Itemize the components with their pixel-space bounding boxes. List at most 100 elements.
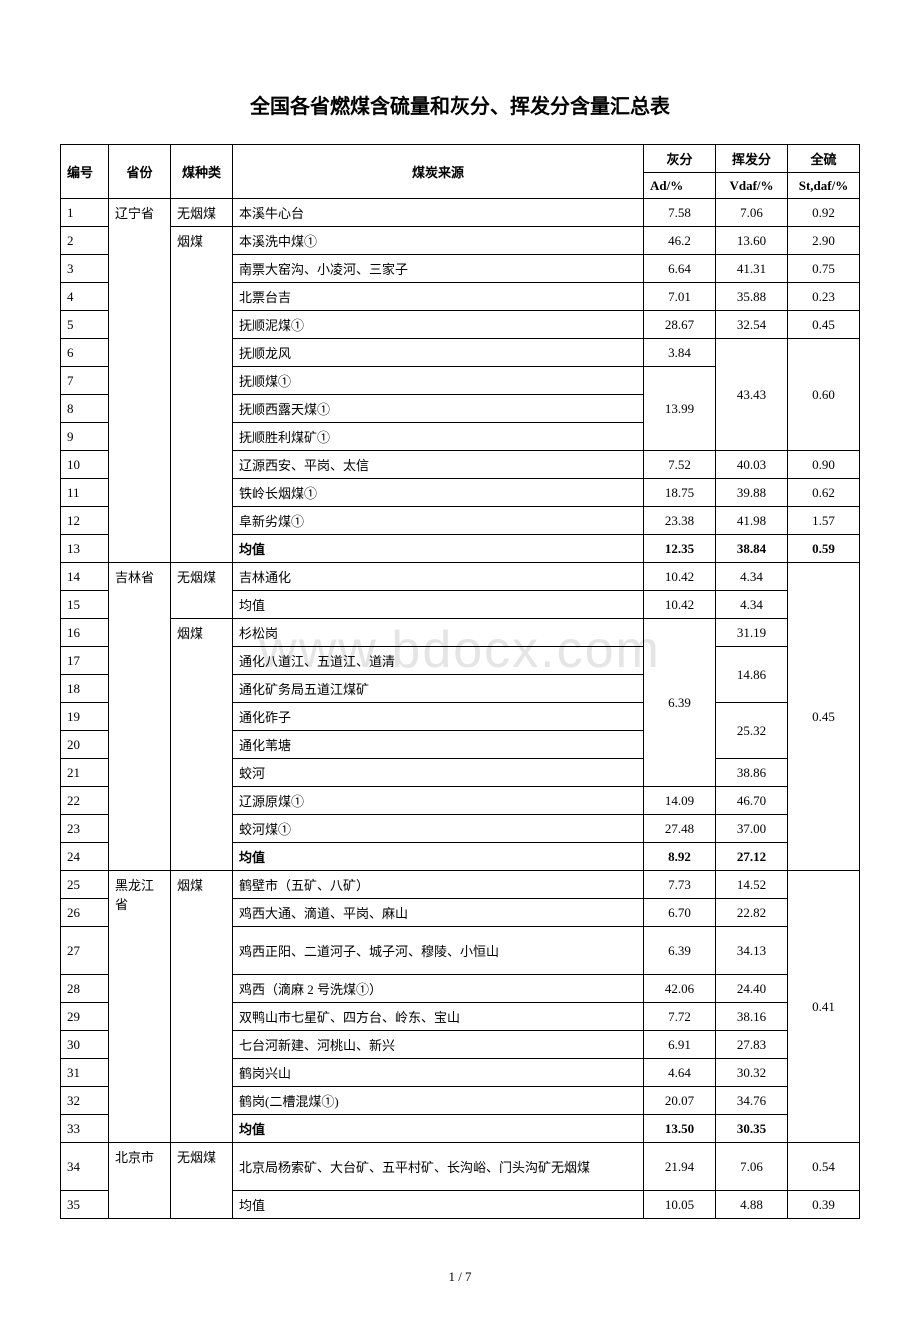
cell-vol: 31.19 (716, 619, 788, 647)
cell-ash: 6.91 (644, 1031, 716, 1059)
cell-vol: 41.31 (716, 255, 788, 283)
cell-sulfur: 0.45 (788, 311, 860, 339)
cell-vol: 24.40 (716, 975, 788, 1003)
cell-type: 烟煤 (171, 227, 233, 563)
cell-num: 14 (61, 563, 109, 591)
cell-num: 31 (61, 1059, 109, 1087)
cell-ash: 7.72 (644, 1003, 716, 1031)
cell-sulfur: 0.41 (788, 871, 860, 1143)
cell-num: 23 (61, 815, 109, 843)
cell-ash: 7.58 (644, 199, 716, 227)
cell-num: 19 (61, 703, 109, 731)
cell-vol: 4.34 (716, 591, 788, 619)
cell-vol: 25.32 (716, 703, 788, 759)
cell-source: 均值 (233, 535, 644, 563)
cell-source: 铁岭长烟煤① (233, 479, 644, 507)
cell-vol: 34.13 (716, 927, 788, 975)
cell-source: 抚顺西露天煤① (233, 395, 644, 423)
cell-source: 七台河新建、河桃山、新兴 (233, 1031, 644, 1059)
cell-source: 辽源西安、平岗、太信 (233, 451, 644, 479)
cell-vol: 30.32 (716, 1059, 788, 1087)
table-row: 14吉林省无烟煤吉林通化10.424.340.45 (61, 563, 860, 591)
cell-num: 25 (61, 871, 109, 899)
cell-num: 35 (61, 1191, 109, 1219)
cell-num: 16 (61, 619, 109, 647)
cell-source: 鸡西大通、滴道、平岗、麻山 (233, 899, 644, 927)
cell-ash: 3.84 (644, 339, 716, 367)
table-row: 34北京市无烟煤北京局杨索矿、大台矿、五平村矿、长沟峪、门头沟矿无烟煤21.94… (61, 1143, 860, 1191)
header-vol: 挥发分 (716, 145, 788, 173)
cell-sulfur: 0.39 (788, 1191, 860, 1219)
header-sulfur-unit: St,daf/% (788, 173, 860, 199)
cell-ash: 6.70 (644, 899, 716, 927)
cell-sulfur: 1.57 (788, 507, 860, 535)
cell-num: 18 (61, 675, 109, 703)
table-row: 25黑龙江省烟煤鹤壁市（五矿、八矿）7.7314.520.41 (61, 871, 860, 899)
cell-source: 鸡西正阳、二道河子、城子河、穆陵、小恒山 (233, 927, 644, 975)
cell-num: 22 (61, 787, 109, 815)
cell-vol: 22.82 (716, 899, 788, 927)
cell-vol: 40.03 (716, 451, 788, 479)
header-type: 煤种类 (171, 145, 233, 199)
page-number: 1 / 7 (448, 1269, 471, 1285)
cell-ash: 13.99 (644, 367, 716, 451)
cell-vol: 14.86 (716, 647, 788, 703)
cell-num: 11 (61, 479, 109, 507)
cell-num: 12 (61, 507, 109, 535)
cell-num: 27 (61, 927, 109, 975)
cell-sulfur: 0.60 (788, 339, 860, 451)
cell-num: 20 (61, 731, 109, 759)
cell-ash: 8.92 (644, 843, 716, 871)
cell-province: 黑龙江省 (109, 871, 171, 1143)
cell-vol: 7.06 (716, 199, 788, 227)
header-ash-unit: Ad/% (644, 173, 716, 199)
cell-vol: 4.34 (716, 563, 788, 591)
cell-vol: 27.83 (716, 1031, 788, 1059)
cell-sulfur: 0.23 (788, 283, 860, 311)
cell-ash: 27.48 (644, 815, 716, 843)
cell-vol: 38.16 (716, 1003, 788, 1031)
cell-vol: 34.76 (716, 1087, 788, 1115)
cell-source: 蛟河煤① (233, 815, 644, 843)
cell-vol: 43.43 (716, 339, 788, 451)
cell-source: 通化八道江、五道江、道清 (233, 647, 644, 675)
cell-vol: 13.60 (716, 227, 788, 255)
cell-num: 13 (61, 535, 109, 563)
cell-source: 北票台吉 (233, 283, 644, 311)
cell-sulfur: 0.59 (788, 535, 860, 563)
cell-num: 33 (61, 1115, 109, 1143)
cell-source: 均值 (233, 1191, 644, 1219)
header-vol-unit: Vdaf/% (716, 173, 788, 199)
cell-province: 辽宁省 (109, 199, 171, 563)
cell-source: 本溪洗中煤① (233, 227, 644, 255)
cell-sulfur: 0.62 (788, 479, 860, 507)
cell-num: 3 (61, 255, 109, 283)
cell-ash: 4.64 (644, 1059, 716, 1087)
cell-ash: 10.05 (644, 1191, 716, 1219)
cell-vol: 27.12 (716, 843, 788, 871)
cell-num: 7 (61, 367, 109, 395)
cell-ash: 7.52 (644, 451, 716, 479)
cell-source: 杉松岗 (233, 619, 644, 647)
cell-ash: 21.94 (644, 1143, 716, 1191)
cell-type: 无烟煤 (171, 1143, 233, 1219)
cell-ash: 6.39 (644, 619, 716, 787)
cell-ash: 18.75 (644, 479, 716, 507)
cell-num: 26 (61, 899, 109, 927)
cell-num: 29 (61, 1003, 109, 1031)
cell-source: 鹤壁市（五矿、八矿） (233, 871, 644, 899)
data-table-wrapper: 编号 省份 煤种类 煤炭来源 灰分 挥发分 全硫 Ad/% Vdaf/% St,… (60, 144, 860, 1219)
cell-ash: 7.01 (644, 283, 716, 311)
page-title: 全国各省燃煤含硫量和灰分、挥发分含量汇总表 (250, 90, 670, 119)
table-row: 2烟煤本溪洗中煤①46.213.602.90 (61, 227, 860, 255)
cell-num: 2 (61, 227, 109, 255)
cell-vol: 38.84 (716, 535, 788, 563)
cell-num: 30 (61, 1031, 109, 1059)
header-sulfur: 全硫 (788, 145, 860, 173)
table-row: 16烟煤杉松岗6.3931.19 (61, 619, 860, 647)
cell-ash: 7.73 (644, 871, 716, 899)
cell-source: 通化苇塘 (233, 731, 644, 759)
table-row: 1辽宁省无烟煤本溪牛心台7.587.060.92 (61, 199, 860, 227)
cell-num: 5 (61, 311, 109, 339)
cell-sulfur: 0.90 (788, 451, 860, 479)
